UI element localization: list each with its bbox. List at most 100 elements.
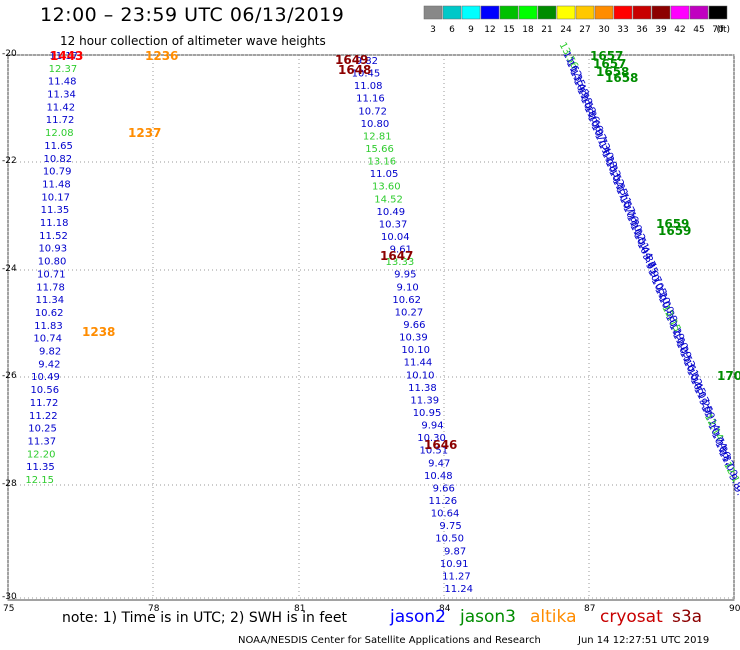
- note-text: note: 1) Time is in UTC; 2) SWH is in fe…: [62, 610, 348, 626]
- wave-height-value: 12.08: [45, 128, 74, 139]
- wave-height-value: 11.27: [442, 571, 471, 582]
- wave-height-value: 11.18: [40, 218, 69, 229]
- wave-height-value: 12.15: [25, 475, 54, 486]
- scale-swatch: [594, 5, 614, 20]
- wave-height-value: 10.79: [43, 167, 72, 178]
- lon-tick-label: 78: [148, 604, 160, 614]
- wave-height-value: 15.66: [365, 144, 394, 155]
- wave-height-value: 10.80: [38, 257, 67, 268]
- scale-swatch: [442, 5, 462, 20]
- wave-height-value: 10.10: [406, 370, 435, 381]
- wave-height-value: 10.49: [377, 207, 406, 218]
- pass-time-label: 1646: [424, 438, 457, 452]
- scale-swatch: [575, 5, 595, 20]
- scale-label: 15: [503, 25, 514, 35]
- lon-tick-label: 75: [3, 604, 15, 614]
- scale-swatch: [423, 5, 443, 20]
- wave-height-value: 11.05: [370, 169, 399, 180]
- wave-height-value: 9.95: [394, 270, 416, 281]
- scale-swatch: [537, 5, 557, 20]
- lat-tick-label: -30: [2, 592, 17, 602]
- satellite-legend-jason3: jason3: [460, 607, 516, 627]
- wave-height-value: 11.83: [34, 321, 63, 332]
- wave-height-value: 10.62: [392, 295, 421, 306]
- scale-label: 6: [449, 25, 455, 35]
- lat-tick-label: -24: [2, 264, 17, 274]
- wave-height-value: 10.80: [361, 119, 390, 130]
- wave-height-value: 10.45: [352, 69, 381, 80]
- pass-time-label: 1659: [658, 224, 691, 238]
- wave-height-value: 11.78: [36, 282, 65, 293]
- wave-height-value: 11.35: [26, 462, 55, 473]
- satellite-legend-altika: altika: [530, 607, 577, 627]
- pass-time-label: 170: [717, 369, 740, 383]
- wave-height-value: 12.81: [363, 131, 392, 142]
- wave-height-value: 13.16: [367, 157, 396, 168]
- scale-label: 70: [712, 25, 724, 35]
- wave-height-value: 9.47: [428, 458, 450, 469]
- satellite-legend-jason2: jason2: [390, 607, 446, 627]
- wave-height-value: 10.39: [399, 333, 428, 344]
- scale-swatch: [480, 5, 500, 20]
- wave-height-value: 13.60: [372, 182, 401, 193]
- wave-height-value: 9.10: [396, 282, 418, 293]
- scale-label: 9: [468, 25, 474, 35]
- scale-swatch: [499, 5, 519, 20]
- color-scale-legend: 3 6 9 12 15 18 21 24 27 30 33 36 39 42 45 70(ft): [423, 5, 730, 35]
- pass-time-label: 1657: [593, 57, 626, 71]
- wave-height-value: 13.33: [386, 257, 415, 268]
- wave-height-value: 11.24: [444, 584, 473, 595]
- scale-label: 39: [655, 25, 667, 35]
- credit-text: NOAA/NESDIS Center for Satellite Applica…: [238, 635, 541, 646]
- wave-height-value: 11.08: [354, 81, 383, 92]
- wave-height-value: 11.16: [356, 94, 385, 105]
- wave-height-value: 9.66: [403, 320, 425, 331]
- scale-swatch: [556, 5, 576, 20]
- wave-height-value: 9.61: [390, 245, 412, 256]
- wave-height-value: 11.22: [29, 411, 58, 422]
- wave-height-value: 11.26: [429, 496, 458, 507]
- pass-time-label: 1658: [596, 65, 629, 79]
- map-title: 12:00 – 23:59 UTC 06/13/2019: [40, 4, 345, 26]
- wave-height-value: 9.: [731, 484, 740, 498]
- scale-swatch: [708, 5, 728, 20]
- lon-tick-label: 87: [584, 604, 596, 614]
- scale-swatch: [518, 5, 538, 20]
- wave-height-value: 9.82: [356, 56, 378, 67]
- wave-height-value: 11.72: [30, 398, 59, 409]
- pass-time-label: 1236: [145, 49, 178, 63]
- wave-height-value: 10.71: [37, 269, 66, 280]
- wave-height-value: 10.49: [31, 372, 60, 383]
- timestamp-text: Jun 14 12:27:51 UTC 2019: [578, 635, 710, 646]
- wave-height-value: 11.34: [47, 90, 76, 101]
- wave-height-value: 10.62: [35, 308, 64, 319]
- wave-height-value: 9.82: [39, 347, 61, 358]
- wave-height-value: 11.65: [44, 141, 73, 152]
- wave-height-value: 9.87: [444, 546, 466, 557]
- pass-time-label: 1657: [590, 49, 623, 63]
- wave-height-value: 10.74: [33, 334, 62, 345]
- wave-height-value: 9.42: [38, 359, 60, 370]
- scale-label: 24: [560, 25, 572, 35]
- lat-tick-label: -22: [2, 156, 17, 166]
- wave-height-value: 10.04: [381, 232, 410, 243]
- wave-height-value: 9.75: [439, 521, 461, 532]
- scale-label: 42: [674, 25, 685, 35]
- track-1: 11.1712.3711.4811.3411.4211.7212.0811.65…: [25, 49, 178, 486]
- wave-height-value: 11.42: [46, 102, 75, 113]
- wave-height-value: 10.64: [431, 509, 460, 520]
- wave-height-value: 11.34: [36, 295, 65, 306]
- wave-height-value: 10.50: [435, 534, 464, 545]
- wave-height-value: 14.52: [374, 194, 403, 205]
- scale-label: 18: [522, 25, 534, 35]
- wave-height-value: 10.17: [41, 192, 70, 203]
- satellite-legend-cryosat: cryosat: [600, 607, 663, 627]
- wave-height-value: 10.48: [424, 471, 453, 482]
- graticule: [7, 54, 735, 600]
- wave-height-value: 9.66: [433, 483, 455, 494]
- scale-swatch: [632, 5, 652, 20]
- wave-height-value: 11.37: [28, 436, 57, 447]
- wave-height-value: 10.27: [395, 307, 424, 318]
- lon-tick-label: 81: [294, 604, 306, 614]
- pass-time-label: 1238: [82, 325, 115, 339]
